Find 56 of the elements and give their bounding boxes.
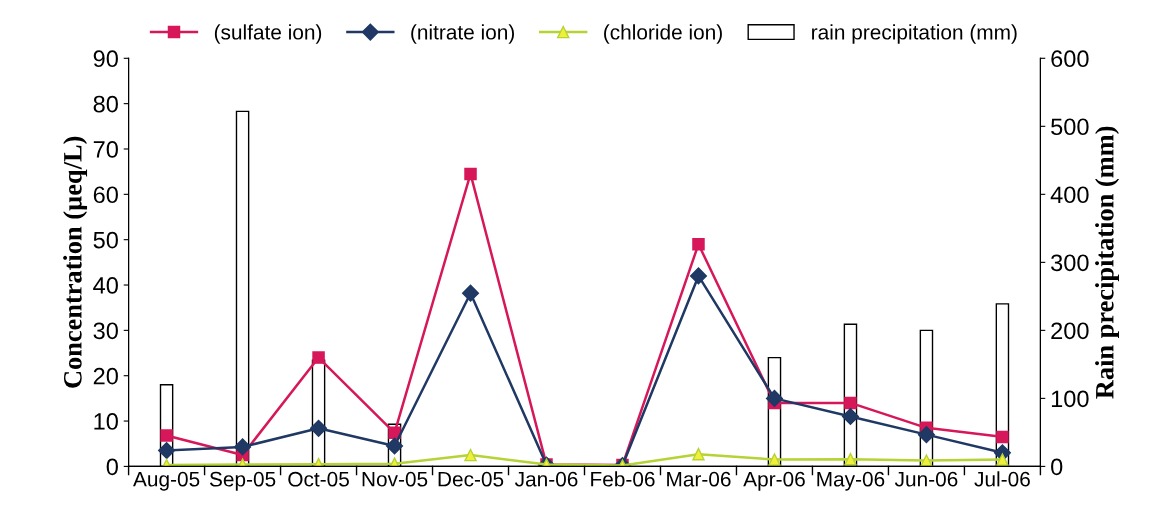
y-tick-label: 10 (94, 413, 118, 430)
y2-tick-label: 600 (1051, 50, 1089, 68)
y2-tick-label: 300 (1051, 254, 1089, 272)
y2-axis-title: Rain precipitation (mm) (1095, 126, 1120, 399)
y-tick-label: 70 (93, 141, 118, 158)
x-tick-label: Sep-05 (209, 471, 276, 491)
y-tick-label: 80 (93, 95, 118, 113)
x-tick-label: Jun-06 (894, 471, 958, 487)
y2-tick-label: 500 (1051, 118, 1089, 136)
y-tick-label: 60 (93, 186, 118, 204)
x-tick-label: Aug-05 (133, 471, 200, 491)
x-tick-label: Jan-06 (514, 471, 578, 487)
x-tick-label: Dec-05 (438, 471, 504, 487)
y-tick-label: 20 (93, 367, 118, 385)
point (689, 267, 708, 285)
x-tick-label: Oct-05 (288, 471, 349, 487)
y-tick-label: 50 (93, 231, 118, 249)
point (920, 454, 933, 467)
point (234, 438, 252, 456)
point (996, 453, 1009, 466)
point (160, 429, 173, 442)
y-tick-label: 30 (93, 322, 118, 340)
point (464, 167, 477, 181)
point (158, 441, 176, 460)
y2-tick-label: 400 (1050, 186, 1089, 204)
point (765, 389, 784, 407)
point (692, 447, 705, 461)
point (844, 396, 857, 410)
y-axis-title: Concentration (µeq/L) (63, 136, 88, 388)
legend-label: rain precipitation (mm) (812, 24, 1017, 44)
x-tick-label: Nov-05 (362, 471, 428, 487)
legend-label: (nitrate ion) (411, 24, 514, 44)
x-tick-label: Apr-06 (743, 471, 805, 491)
y2-tick-label: 100 (1051, 390, 1089, 408)
y2-tick-label: 0 (1051, 458, 1063, 476)
point (312, 351, 325, 364)
y-tick-label: 40 (93, 277, 118, 294)
point (917, 426, 935, 444)
point (768, 453, 781, 466)
y2-tick-label: 200 (1051, 322, 1089, 340)
point (841, 407, 859, 426)
y-tick-label: 0 (106, 458, 118, 476)
point (385, 437, 404, 455)
x-tick-label: May-06 (817, 471, 885, 491)
x-tick-label: Feb-06 (591, 471, 655, 487)
x-tick-label: Mar-06 (667, 471, 731, 487)
point (461, 284, 480, 302)
point (844, 452, 857, 466)
x-tick-label: Jul-06 (974, 471, 1030, 487)
point (464, 448, 477, 462)
point (996, 430, 1009, 444)
legend-label: (sulfate ion) (214, 24, 322, 44)
point (310, 419, 328, 437)
y-tick-label: 90 (93, 50, 118, 68)
point (692, 237, 705, 251)
legend-label: (chloride ion) (604, 24, 722, 44)
